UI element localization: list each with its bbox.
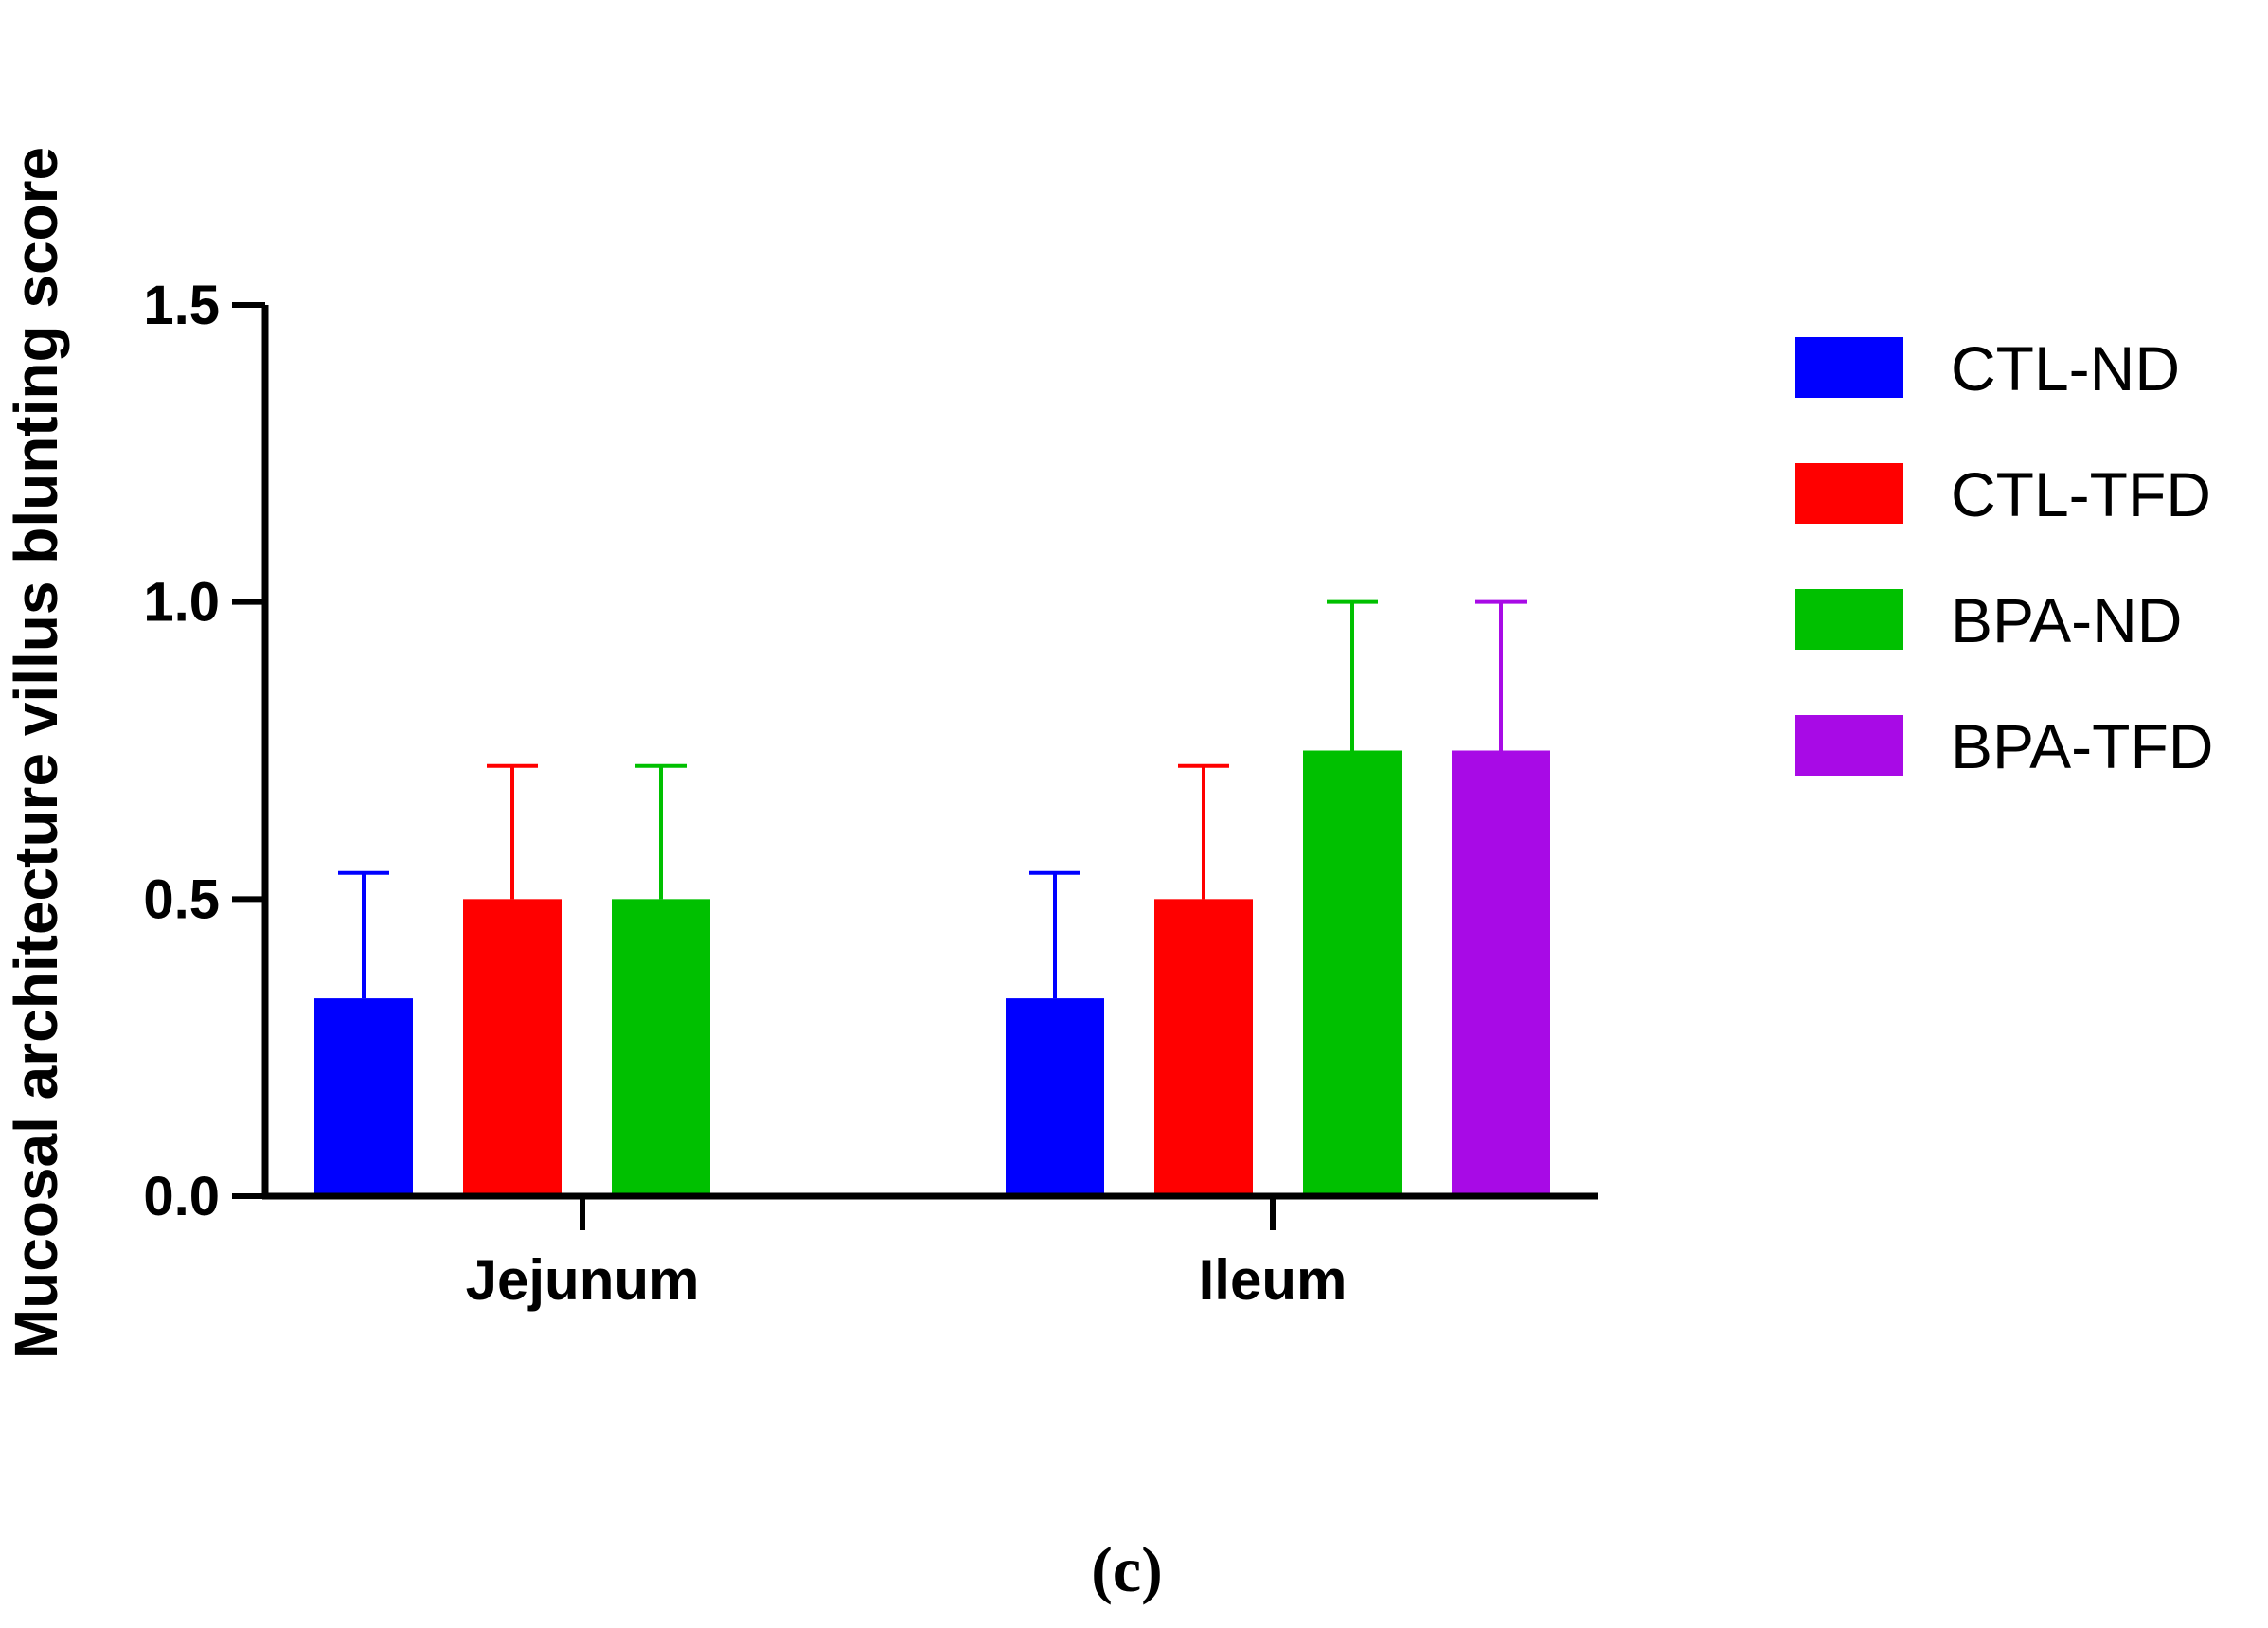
legend-item-ctl-tfd: CTL-TFD — [1795, 459, 2211, 529]
error-bar-ctl-tfd-jejunum — [487, 763, 538, 900]
bar-ctl-tfd-jejunum — [463, 899, 562, 1196]
legend-item-bpa-tfd: BPA-TFD — [1795, 711, 2213, 781]
x-tick-label: Jejunum — [466, 1248, 700, 1312]
legend-label: BPA-ND — [1951, 585, 2182, 655]
bar-ctl-nd-jejunum — [314, 998, 413, 1196]
legend-swatch — [1795, 337, 1903, 398]
error-bar-bpa-nd-ileum — [1327, 599, 1378, 751]
y-axis-label: Mucosal architecture villus blunting sco… — [2, 147, 70, 1359]
error-bar-ctl-nd-ileum — [1029, 870, 1080, 999]
legend-swatch — [1795, 715, 1903, 776]
x-tick-label: Ileum — [1199, 1248, 1348, 1312]
error-bars-layer — [338, 599, 1527, 999]
legend-label: BPA-TFD — [1951, 711, 2213, 781]
bars-layer — [314, 750, 1550, 1196]
error-bar-ctl-nd-jejunum — [338, 870, 389, 999]
legend-swatch — [1795, 463, 1903, 524]
x-ticks: Jejunum Ileum — [466, 1196, 1348, 1312]
legend-label: CTL-ND — [1951, 333, 2180, 403]
bar-bpa-nd-ileum — [1303, 750, 1402, 1196]
legend-item-ctl-nd: CTL-ND — [1795, 333, 2180, 403]
error-bar-bpa-nd-jejunum — [635, 763, 687, 900]
y-tick-label: 1.5 — [143, 275, 220, 336]
y-tick-label: 0.5 — [143, 868, 220, 930]
bar-ctl-nd-ileum — [1006, 998, 1104, 1196]
axes — [261, 305, 1598, 1200]
y-tick-label: 1.0 — [143, 572, 220, 634]
error-bar-ctl-tfd-ileum — [1178, 763, 1229, 900]
legend-swatch — [1795, 589, 1903, 650]
bar-bpa-nd-jejunum — [612, 899, 710, 1196]
bar-ctl-tfd-ileum — [1154, 899, 1253, 1196]
legend-item-bpa-nd: BPA-ND — [1795, 585, 2182, 655]
y-tick-label: 0.0 — [143, 1166, 220, 1227]
panel-label: (c) — [1091, 1533, 1162, 1605]
legend-label: CTL-TFD — [1951, 459, 2211, 529]
legend: CTL-ND CTL-TFD BPA-ND BPA-TFD — [1795, 333, 2213, 781]
y-ticks: 0.0 0.5 1.0 1.5 — [143, 275, 265, 1227]
bar-bpa-tfd-ileum — [1452, 750, 1550, 1196]
error-bar-bpa-tfd-ileum — [1475, 599, 1527, 751]
